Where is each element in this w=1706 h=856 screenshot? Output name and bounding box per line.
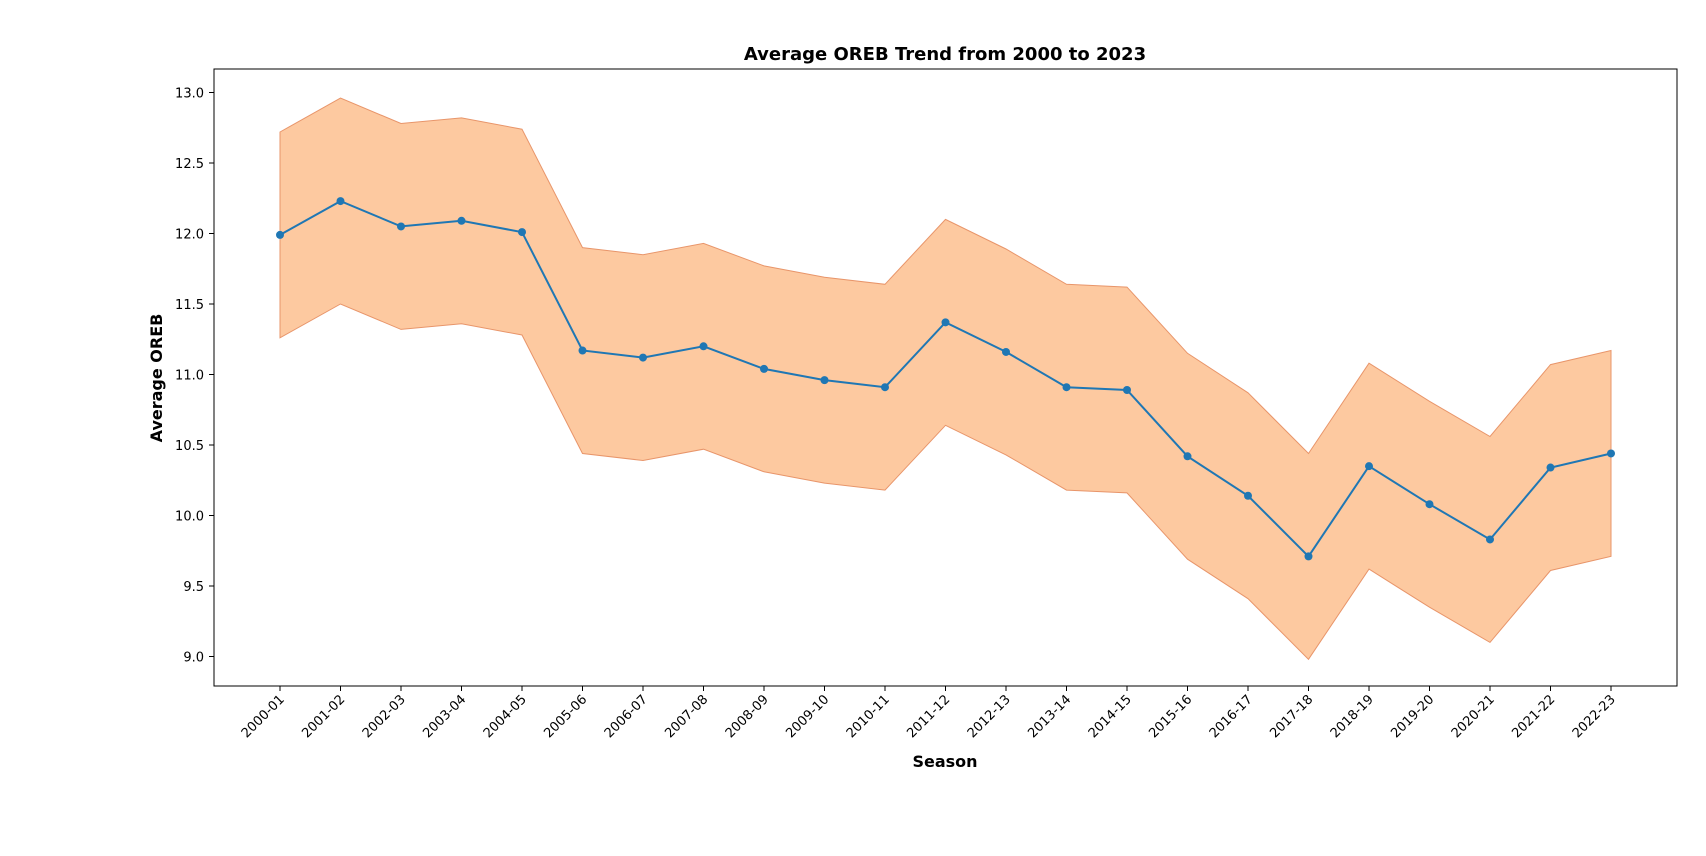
data-point-2006-07 — [639, 353, 647, 362]
data-point-2018-19 — [1365, 462, 1373, 471]
x-tick-label: 2012-13 — [965, 692, 1014, 741]
confidence-band-area — [279, 97, 1612, 661]
data-point-2003-04 — [457, 216, 466, 225]
x-tick-label: 2010-11 — [844, 692, 893, 741]
x-tick-label: 2020-21 — [1449, 692, 1498, 741]
x-tick-label: 2004-05 — [481, 692, 530, 741]
data-point-2000-01 — [276, 230, 284, 239]
x-tick-label: 2008-09 — [723, 692, 772, 741]
x-tick-label: 2017-18 — [1267, 692, 1316, 741]
x-axis-ticks: 2000-01 2001-02 2002-03 2003-04 2004-05 2005-… — [239, 686, 1619, 741]
data-point-2001-02 — [336, 197, 345, 206]
x-tick-label: 2019-20 — [1388, 692, 1437, 741]
data-point-2010-11 — [881, 383, 889, 392]
x-tick-label: 2011-12 — [904, 692, 953, 741]
chart-title: Average OREB Trend from 2000 to 2023 — [744, 44, 1146, 65]
x-tick-label: 2001-02 — [299, 692, 348, 741]
x-tick-label: 2006-07 — [602, 692, 651, 741]
x-tick-label: 2009-10 — [783, 692, 832, 741]
x-tick-label: 2016-17 — [1207, 692, 1256, 741]
data-point-2019-20 — [1425, 500, 1434, 509]
y-tick-label: 9.5 — [183, 580, 204, 595]
x-tick-label: 2018-19 — [1328, 692, 1377, 741]
data-point-2002-03 — [397, 222, 405, 231]
y-axis-ticks: 9.0 9.5 10.0 10.5 11.0 11.5 12.0 12.5 13.0 — [175, 87, 214, 666]
data-point-2015-16 — [1183, 452, 1192, 461]
x-tick-label: 2000-01 — [239, 692, 288, 741]
x-tick-label: 2013-14 — [1025, 692, 1074, 741]
data-point-2009-10 — [820, 376, 829, 385]
x-tick-label: 2005-06 — [541, 692, 590, 741]
y-tick-label: 11.5 — [175, 298, 204, 313]
y-tick-label: 10.5 — [175, 439, 204, 454]
y-tick-label: 11.0 — [175, 369, 204, 384]
data-point-2005-06 — [578, 346, 587, 355]
data-point-2021-22 — [1546, 463, 1555, 472]
x-axis-label: Season — [912, 752, 977, 771]
data-point-2004-05 — [518, 228, 526, 237]
data-point-2016-17 — [1244, 491, 1252, 500]
data-point-2013-14 — [1062, 383, 1071, 392]
x-tick-label: 2007-08 — [662, 692, 711, 741]
x-tick-label: 2021-22 — [1509, 692, 1558, 741]
confidence-band — [279, 97, 1612, 661]
data-point-2017-18 — [1304, 552, 1313, 561]
y-tick-label: 13.0 — [175, 87, 204, 102]
y-tick-label: 12.5 — [175, 157, 204, 172]
data-point-2007-08 — [699, 342, 708, 351]
x-tick-label: 2015-16 — [1146, 692, 1195, 741]
y-axis-label: Average OREB — [147, 314, 166, 443]
x-tick-label: 2002-03 — [360, 692, 409, 741]
data-point-2022-23 — [1607, 449, 1615, 458]
x-tick-label: 2014-15 — [1086, 692, 1135, 741]
y-tick-label: 10.0 — [175, 510, 204, 525]
data-point-2011-12 — [941, 318, 950, 327]
y-tick-label: 9.0 — [183, 651, 204, 666]
x-tick-label: 2022-23 — [1570, 692, 1619, 741]
data-point-2008-09 — [760, 364, 768, 373]
y-tick-label: 12.0 — [175, 228, 204, 243]
data-point-2020-21 — [1486, 535, 1494, 544]
data-point-2014-15 — [1123, 386, 1131, 395]
data-point-2012-13 — [1002, 347, 1010, 356]
x-tick-label: 2003-04 — [420, 692, 469, 741]
data-points — [276, 197, 1615, 561]
